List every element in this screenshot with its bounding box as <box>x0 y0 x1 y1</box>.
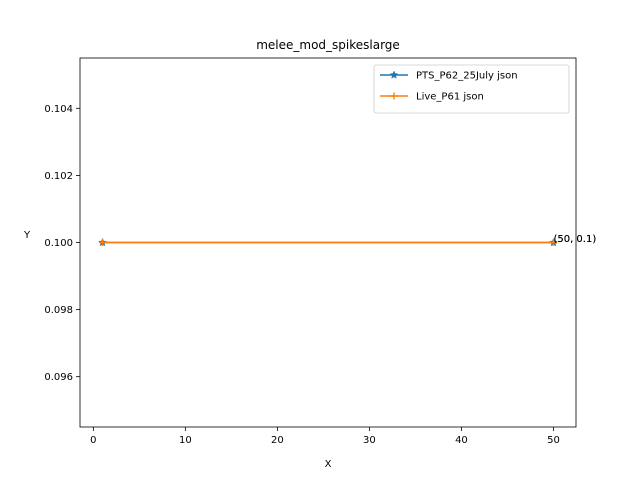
legend-label: PTS_P62_25July json <box>416 71 518 82</box>
x-axis-title: X <box>325 459 332 470</box>
series-2 <box>99 239 557 246</box>
annotations: (50, 0.1)(50, 0.1) <box>553 234 596 245</box>
chart-marks <box>98 237 558 247</box>
point-annotation: (50, 0.1) <box>553 234 596 245</box>
x-tick-label: 10 <box>179 435 192 446</box>
x-tick-label: 20 <box>271 435 284 446</box>
y-tick-label: 0.102 <box>44 171 73 182</box>
y-tick-label: 0.104 <box>44 104 73 115</box>
y-tick-label: 0.096 <box>44 372 73 383</box>
x-axis: 0 10 20 30 40 50 <box>90 427 560 446</box>
data-point <box>99 239 107 246</box>
y-axis-title: Y <box>23 230 31 241</box>
data-point <box>549 239 557 246</box>
legend-label: Live_P61 json <box>416 92 484 103</box>
x-tick-label: 30 <box>363 435 376 446</box>
legend: PTS_P62_25July json Live_P61 json <box>373 64 570 114</box>
y-tick-label: 0.098 <box>44 305 73 316</box>
point-annotation: (50, 0.1) <box>553 234 596 245</box>
y-axis: 0.096 0.098 0.100 0.102 0.104 <box>44 104 80 383</box>
x-tick-label: 50 <box>547 435 560 446</box>
legend-marker <box>389 70 399 79</box>
y-tick-label: 0.100 <box>44 238 73 249</box>
x-tick-label: 40 <box>455 435 468 446</box>
legend-marker <box>390 92 398 100</box>
x-tick-label: 0 <box>90 435 96 446</box>
legend-box <box>373 64 570 114</box>
chart-title: melee_mod_spikeslarge <box>256 38 400 52</box>
